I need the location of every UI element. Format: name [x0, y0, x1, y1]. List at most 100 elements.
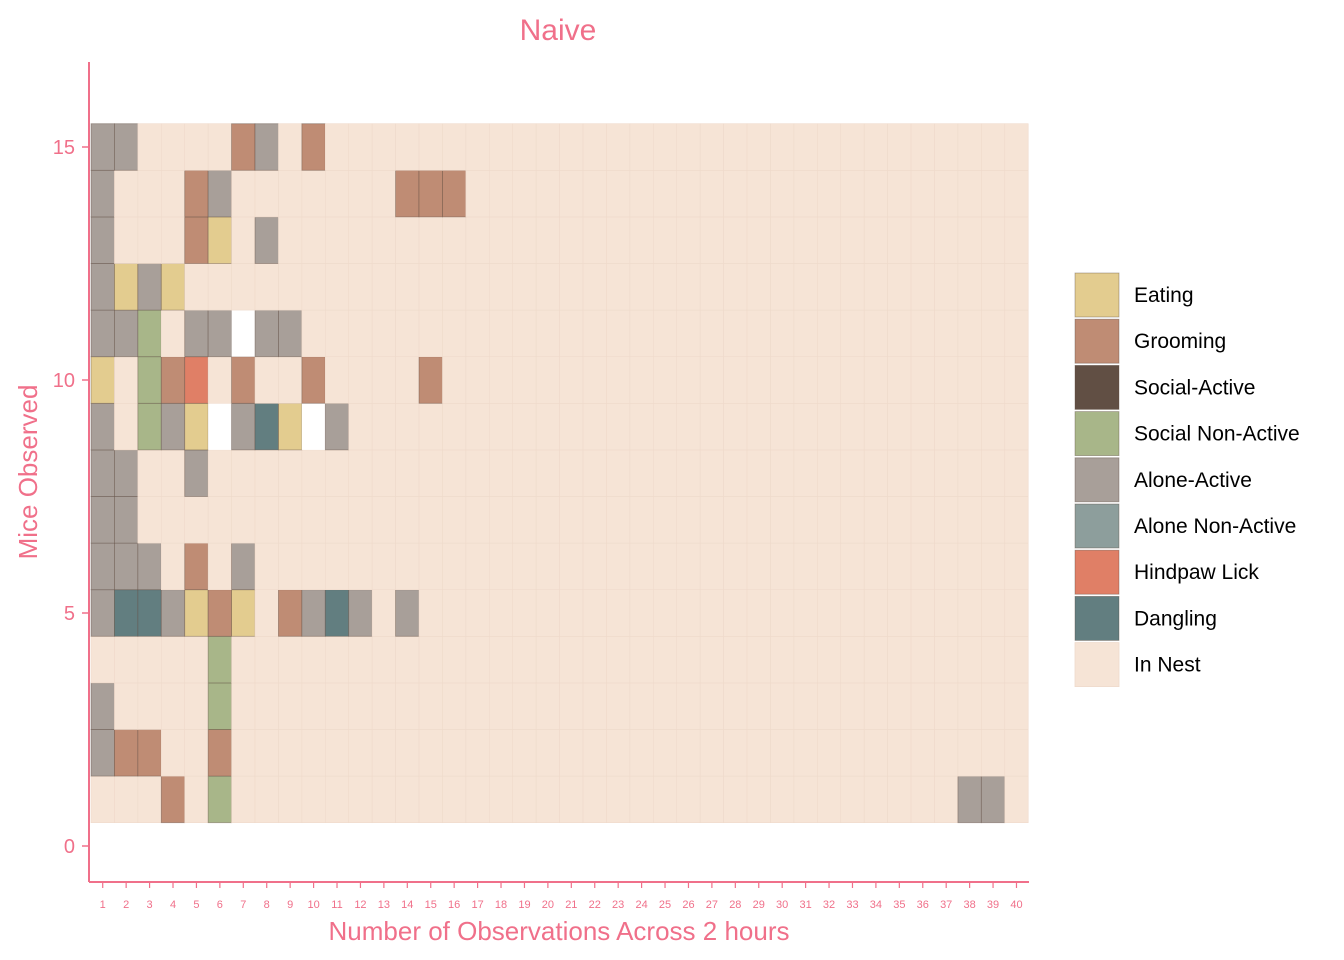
heatmap-cell	[465, 170, 490, 218]
heatmap-cell	[418, 263, 443, 311]
heatmap-cell	[535, 496, 560, 544]
heatmap-cell	[371, 496, 396, 544]
heatmap-cell	[184, 449, 209, 497]
heatmap-cell	[535, 309, 560, 358]
heatmap-cell	[207, 682, 232, 730]
heatmap-cell	[981, 682, 1006, 730]
heatmap-cell	[184, 496, 209, 544]
heatmap-cell	[676, 123, 701, 171]
heatmap-cell	[231, 402, 256, 451]
heatmap-cell	[1004, 496, 1029, 544]
heatmap-cell	[254, 682, 279, 730]
heatmap-cell	[324, 216, 350, 264]
heatmap-cell	[559, 729, 584, 777]
y-tick-label: 5	[64, 603, 75, 625]
heatmap-cell	[793, 635, 818, 684]
heatmap-cell	[512, 589, 537, 637]
heatmap-cell	[910, 309, 935, 358]
heatmap-cell	[254, 216, 279, 264]
heatmap-cell	[371, 635, 396, 684]
heatmap-cell	[160, 263, 186, 311]
legend-swatch	[1074, 364, 1120, 410]
heatmap-cell	[676, 356, 701, 404]
heatmap-cell	[934, 402, 959, 451]
heatmap-cell	[489, 402, 514, 451]
heatmap-cell	[817, 402, 842, 451]
heatmap-cell	[629, 449, 654, 497]
heatmap-cell	[301, 170, 326, 218]
heatmap-cell	[418, 123, 443, 171]
heatmap-cell	[254, 356, 279, 404]
heatmap-cell	[442, 729, 467, 777]
heatmap-cell	[653, 309, 678, 358]
heatmap-cell	[418, 635, 443, 684]
heatmap-cell	[489, 170, 514, 218]
heatmap-cell	[489, 496, 514, 544]
heatmap-cell	[465, 635, 490, 684]
heatmap-cell	[980, 775, 1006, 824]
heatmap-cell	[629, 402, 654, 451]
heatmap-cell	[535, 170, 560, 218]
heatmap-cell	[981, 635, 1006, 684]
heatmap-cell	[699, 402, 724, 451]
heatmap-cell	[910, 496, 935, 544]
heatmap-cell	[371, 542, 396, 590]
heatmap-cell	[418, 542, 443, 590]
heatmap-cell	[254, 123, 279, 171]
x-tick-label: 33	[846, 899, 858, 911]
heatmap-cell	[793, 216, 818, 264]
heatmap-cell	[957, 729, 982, 777]
heatmap-cell	[465, 356, 490, 404]
heatmap-cell	[418, 775, 443, 823]
legend-label: Dangling	[1134, 607, 1217, 630]
heatmap-cell	[395, 635, 420, 684]
heatmap-cell	[184, 542, 209, 591]
heatmap-cell	[348, 729, 373, 777]
heatmap-cell	[535, 635, 560, 684]
heatmap-cell	[746, 356, 771, 404]
heatmap-cell	[746, 775, 771, 823]
heatmap-cell	[207, 309, 232, 358]
heatmap-cell	[723, 682, 748, 730]
heatmap-cell	[910, 542, 935, 590]
heatmap-cell	[418, 682, 443, 730]
heatmap-cell	[137, 263, 162, 311]
legend-swatch	[1074, 596, 1120, 641]
heatmap-cell	[231, 216, 256, 264]
heatmap-cell	[1004, 123, 1029, 171]
chart-title: Naive	[520, 14, 597, 47]
heatmap-cell	[489, 542, 514, 590]
heatmap-cell	[301, 589, 326, 637]
heatmap-cell	[231, 356, 256, 404]
heatmap-cell	[371, 216, 396, 264]
heatmap-cell	[231, 449, 256, 497]
x-tick-label: 12	[354, 899, 366, 911]
heatmap-cell	[512, 729, 537, 777]
x-tick-label: 10	[307, 899, 319, 911]
heatmap-cell	[418, 169, 443, 218]
heatmap-cell	[301, 123, 326, 171]
heatmap-cell	[489, 263, 514, 311]
heatmap-cell	[371, 170, 396, 218]
heatmap-cell	[723, 402, 748, 451]
heatmap-cell	[770, 635, 795, 684]
heatmap-cell	[512, 682, 537, 730]
heatmap-cell	[418, 449, 443, 497]
heatmap-cell	[395, 542, 420, 590]
heatmap-cell	[863, 309, 888, 358]
heatmap-cell	[957, 170, 982, 218]
heatmap-cell	[934, 170, 959, 218]
heatmap-cell	[160, 123, 186, 171]
heatmap-cell	[606, 635, 631, 684]
heatmap-cell	[840, 635, 865, 684]
legend-label: Grooming	[1134, 330, 1226, 353]
heatmap-cell	[770, 170, 795, 218]
x-tick-label: 2	[123, 899, 129, 911]
heatmap-cell	[207, 635, 232, 684]
heatmap-cell	[160, 729, 186, 777]
heatmap-cell	[887, 123, 912, 171]
heatmap-cell	[348, 123, 373, 171]
heatmap-cell	[114, 123, 139, 171]
heatmap-cell	[676, 729, 701, 777]
heatmap-cell	[442, 263, 467, 311]
